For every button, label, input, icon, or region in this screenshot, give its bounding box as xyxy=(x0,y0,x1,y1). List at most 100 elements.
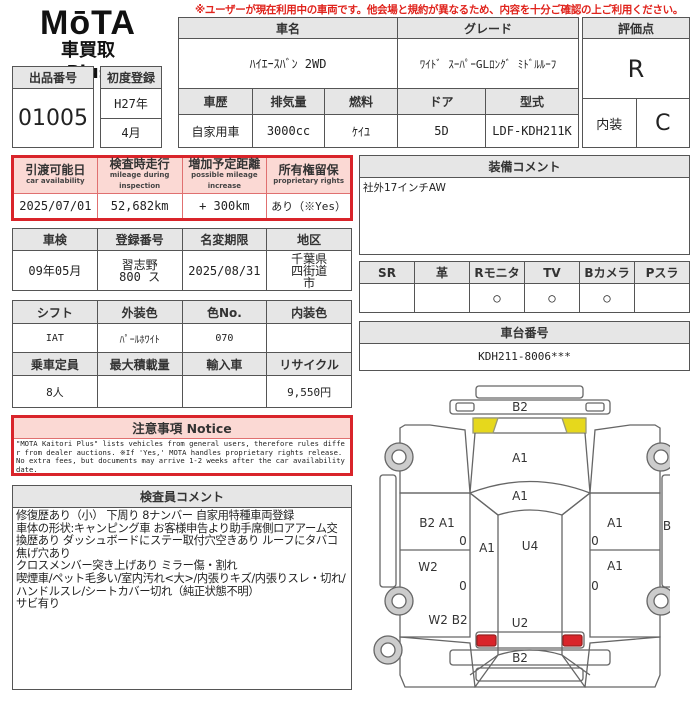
damage-label: 0 xyxy=(591,579,599,593)
region-value: 千葉県 四街道市 xyxy=(266,250,352,291)
damage-label: A1 xyxy=(607,559,623,573)
availability-date: 2025/07/01 xyxy=(12,193,98,220)
model-value: LDF-KDH211K xyxy=(485,114,580,148)
option-leather-value xyxy=(414,283,470,313)
notice-box: 注意事項 Notice "MOTA Kaitori Plus" lists ve… xyxy=(11,415,353,476)
damage-label: A1 xyxy=(479,541,495,555)
damage-label: 0 xyxy=(459,534,467,548)
front-light-left xyxy=(472,417,499,434)
rear-bumper xyxy=(449,649,611,666)
specs-table: シフト 外装色 色No. 内装色 IAT ﾊﾟｰﾙﾎﾜｲﾄ 070 乗車定員 最… xyxy=(12,300,352,408)
damage-label: B2 A1 xyxy=(419,516,455,530)
options-table: SR 革 Rモニタ TV Bカメラ Pスラ ○ ○ ○ xyxy=(359,261,690,313)
imported-label: 輸入車 xyxy=(181,352,268,376)
max-load-value xyxy=(96,375,183,408)
mileage-increase: + 300km xyxy=(181,193,268,220)
option-power-slide-value xyxy=(634,283,690,313)
damage-label: W2 B2 xyxy=(428,613,468,627)
logo-brand: MōTA xyxy=(40,4,136,42)
damage-label: W2 xyxy=(418,560,438,574)
damage-label: A1 xyxy=(607,516,623,530)
plate-value: 習志野 800 ス xyxy=(96,250,183,291)
inspection-label: 車検 xyxy=(12,228,98,251)
damage-diagram: B2 A1 A1 B2 A1 0 A1 U4 W2 0 A1 A1 0 0 W2… xyxy=(370,385,679,700)
reg-year: H27年 xyxy=(100,88,162,119)
rear-panel xyxy=(475,631,585,649)
right-rear-quarter xyxy=(584,636,661,688)
option-sr-value xyxy=(359,283,415,313)
left-side-step xyxy=(379,474,397,588)
equipment-title: 装備コメント xyxy=(360,156,689,178)
front-bumper xyxy=(449,399,611,415)
color-no-label: 色No. xyxy=(181,300,268,324)
damage-label: U2 xyxy=(511,616,529,630)
door-value: 5D xyxy=(397,114,487,148)
warning-text: ※ユーザーが現在利用中の車両です。他会場と規約が異なるため、内容を十分ご確認の上… xyxy=(195,4,684,16)
max-load-label: 最大積載量 xyxy=(96,352,183,376)
damage-label: 0 xyxy=(591,534,599,548)
history-value: 自家用車 xyxy=(178,114,253,148)
registration-table: 車検 登録番号 名変期限 地区 09年05月 習志野 800 ス 2025/08… xyxy=(12,228,352,291)
rear-light-left xyxy=(476,634,497,647)
option-tv-value: ○ xyxy=(524,283,580,313)
comment-line: 喫煙車/ペット毛多い/室内汚れ<大>/内張りキズ/内張りスレ・切れ/ハンドルスレ… xyxy=(16,571,346,598)
name-label: 車名 xyxy=(177,17,399,39)
shift-label: シフト xyxy=(12,300,98,324)
inspection-value: 09年05月 xyxy=(12,250,98,291)
option-back-camera-value: ○ xyxy=(579,283,635,313)
name-change-label: 名変期限 xyxy=(181,228,268,251)
interior-score: C xyxy=(635,98,690,148)
inspector-comment: 修復歴あり（小） 下周り 8ナンバー 自家用特種車両登録 車体の形状:キャンピン… xyxy=(13,508,351,613)
score-value: R xyxy=(582,38,690,99)
model-label: 型式 xyxy=(485,88,580,115)
windshield xyxy=(469,492,591,516)
score-table: 評価点 R 内装 C xyxy=(582,17,690,148)
front-light-right xyxy=(561,417,587,434)
grade-label: グレード xyxy=(397,17,580,39)
fuel-value: ｹｲﾕ xyxy=(323,114,399,148)
damage-label: B2 xyxy=(512,400,528,414)
reg-label: 初度登録 xyxy=(100,66,162,89)
equipment-comment-box: 装備コメント 社外17インチAW xyxy=(359,155,690,255)
plate-label: 登録番号 xyxy=(96,228,183,251)
mileage-value: 52,682km xyxy=(96,193,183,220)
equipment-text: 社外17インチAW xyxy=(363,182,446,194)
first-registration-table: 初度登録 H27年 4月 xyxy=(100,66,162,148)
vehicle-name: ﾊｲｴｰｽﾊﾞﾝ 2WD xyxy=(177,38,399,89)
comment-line: 修復歴あり（小） 下周り 8ナンバー 自家用特種車両登録 xyxy=(16,509,294,522)
color-no-value: 070 xyxy=(181,323,268,353)
left-rear-quarter xyxy=(399,636,476,688)
proprietary-rights: あり（※Yes） xyxy=(266,193,352,220)
option-leather-label: 革 xyxy=(414,261,470,284)
notice-title: 注意事項 Notice xyxy=(14,418,350,439)
availability-table: 引渡可能日 car availability 検査時走行 mileage durin… xyxy=(11,155,353,221)
recycle-value: 9,550円 xyxy=(266,375,352,408)
damage-label: A1 xyxy=(512,451,528,465)
capacity-value: 8人 xyxy=(12,375,98,408)
interior-color-label: 内装色 xyxy=(266,300,352,324)
damage-label: 0 xyxy=(459,579,467,593)
imported-value xyxy=(181,375,268,408)
damage-label: B xyxy=(662,519,672,533)
score-label: 評価点 xyxy=(582,17,690,39)
name-change-value: 2025/08/31 xyxy=(181,250,268,291)
comment-line: サビ有り xyxy=(16,597,60,611)
option-tv-label: TV xyxy=(524,261,580,284)
mileage-increase-label: 増加予定距離 possible mileage increase xyxy=(181,156,268,194)
damage-label: A1 xyxy=(512,489,528,503)
damage-label: U4 xyxy=(521,539,539,553)
front-bumper-top xyxy=(475,385,584,399)
history-label: 車歴 xyxy=(178,88,253,115)
proprietary-rights-label: 所有権留保 proprietary rights xyxy=(266,156,352,194)
hood xyxy=(469,432,591,494)
listing-no-label: 出品番号 xyxy=(12,66,94,89)
vehicle-table: 車名 グレード ﾊｲｴｰｽﾊﾞﾝ 2WD ﾜｲﾄﾞ ｽｰﾊﾟｰGLﾛﾝｸﾞ ﾐﾄﾞﾙ… xyxy=(177,17,580,148)
vehicle-grade: ﾜｲﾄﾞ ｽｰﾊﾟｰGLﾛﾝｸﾞ ﾐﾄﾞﾙﾙｰﾌ xyxy=(397,38,580,89)
comment-line: 車体の形状:キャンピング車 お客様申告より助手席側ロアアーム交換歴あり ダッシュ… xyxy=(16,521,338,560)
option-rear-monitor-label: Rモニタ xyxy=(469,261,525,284)
comment-line: クロスメンバー突き上げあり ミラー傷・割れ xyxy=(16,559,238,573)
chassis-number-box: 車台番号 KDH211-8006*** xyxy=(359,321,690,371)
region-label: 地区 xyxy=(266,228,352,251)
inspector-title: 検査員コメント xyxy=(13,486,351,508)
chassis-value: KDH211-8006*** xyxy=(478,350,571,363)
